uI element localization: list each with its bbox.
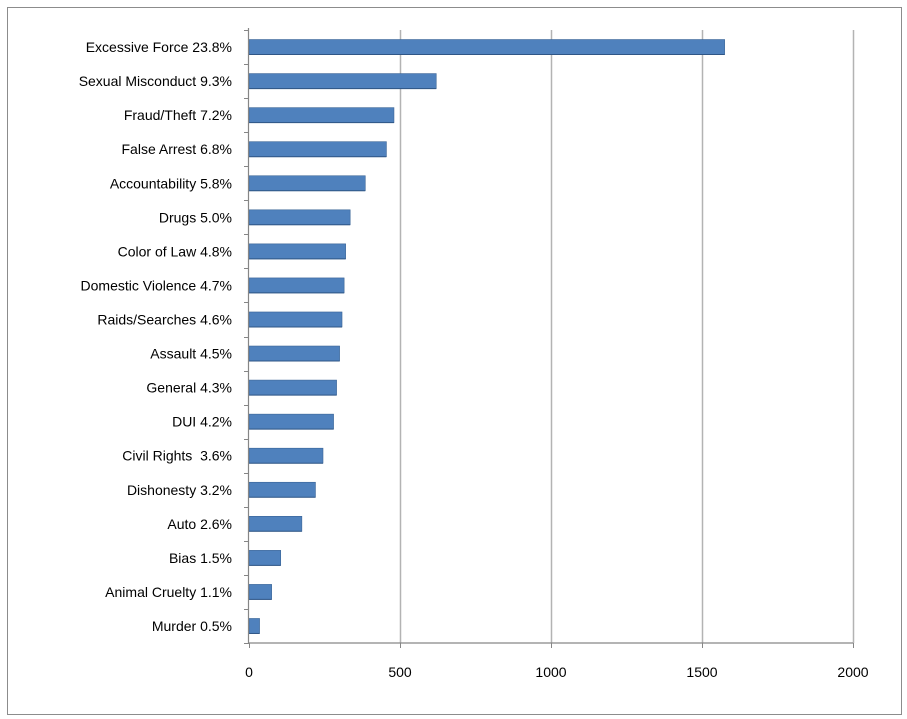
bars [248, 39, 725, 634]
bar [248, 413, 334, 430]
category-label: Murder 0.5% [152, 618, 232, 634]
bar [248, 141, 387, 157]
gridlines [399, 30, 855, 643]
category-label: Excessive Force 23.8% [86, 39, 232, 55]
category-label: Raids/Searches 4.6% [97, 311, 232, 327]
bar [248, 243, 346, 260]
bar [248, 481, 316, 498]
category-label: Drugs 5.0% [159, 209, 232, 225]
category-label: Animal Cruelty 1.1% [105, 584, 232, 600]
x-tick-label: 0 [245, 664, 253, 680]
bar [248, 39, 725, 55]
category-label: Domestic Violence 4.7% [81, 277, 232, 293]
category-label: Accountability 5.8% [110, 175, 232, 191]
x-tick-label: 1000 [535, 664, 566, 680]
category-label: Color of Law 4.8% [118, 243, 232, 259]
bar [248, 379, 337, 396]
bar [248, 311, 343, 328]
bar [248, 618, 260, 634]
category-label: Auto 2.6% [167, 516, 232, 532]
category-label: Civil Rights 3.6% [122, 448, 232, 464]
bar [248, 447, 324, 464]
bar [248, 516, 303, 532]
category-label: General 4.3% [146, 380, 232, 396]
category-label: Assault 4.5% [150, 346, 232, 362]
x-tick-label: 1500 [686, 664, 717, 680]
bar [248, 345, 340, 362]
category-label: Dishonesty 3.2% [127, 482, 232, 498]
category-label: Sexual Misconduct 9.3% [79, 73, 232, 89]
category-label: False Arrest 6.8% [122, 141, 233, 157]
axes [244, 28, 854, 648]
bar [248, 550, 282, 566]
bar [248, 277, 345, 294]
bar [248, 209, 351, 226]
category-label: Fraud/Theft 7.2% [124, 107, 232, 123]
category-labels: Excessive Force 23.8% Sexual Misconduct 9… [79, 39, 232, 634]
category-label: DUI 4.2% [172, 414, 232, 430]
bar [248, 175, 366, 192]
x-tick-label: 500 [388, 664, 412, 680]
bar [248, 73, 437, 89]
x-tick-label: 2000 [837, 664, 868, 680]
bar [248, 584, 272, 600]
x-tick-labels: 0 500 1000 1500 2000 [245, 664, 869, 680]
chart-frame [7, 7, 902, 715]
bar [248, 107, 395, 123]
category-label: Bias 1.5% [169, 550, 232, 566]
